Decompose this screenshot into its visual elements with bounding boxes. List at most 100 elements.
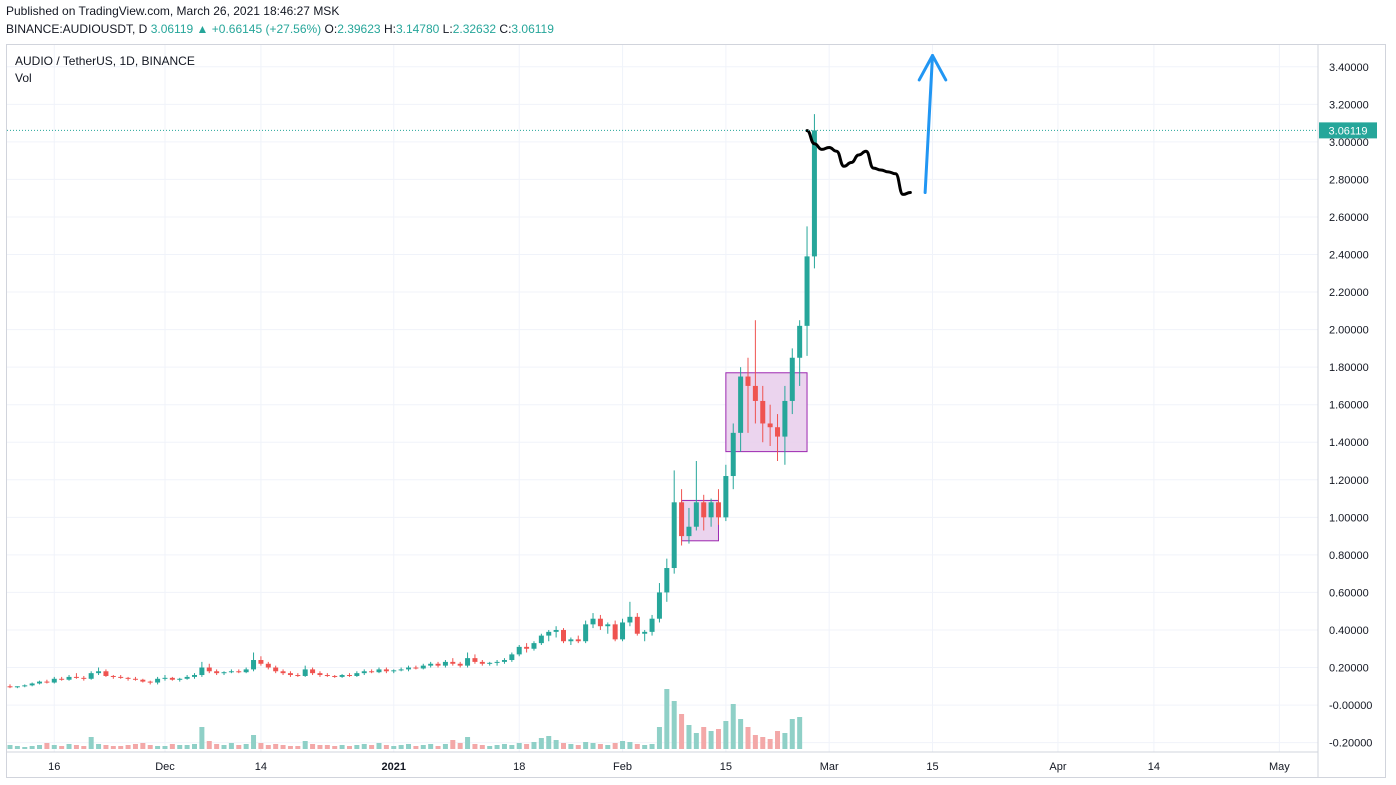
time-axis[interactable]: 16Dec14202118Feb15Mar15Apr14May17 — [48, 761, 1396, 773]
volume-bar — [51, 745, 57, 749]
volume-bar — [37, 745, 43, 749]
candle-body — [369, 671, 375, 673]
candle-body — [251, 660, 257, 670]
last-price-label: 3.06119 — [1329, 125, 1368, 137]
time-tick-label: 15 — [720, 761, 732, 773]
candle-body — [767, 423, 773, 428]
candle-body — [627, 616, 633, 623]
volume-bar — [96, 744, 102, 749]
volume-bar — [44, 743, 50, 749]
candle-body — [258, 660, 264, 664]
volume-bar — [140, 743, 146, 749]
candle-body — [228, 671, 234, 673]
candle-body — [346, 675, 352, 677]
candle-body — [310, 669, 316, 674]
volume-bar — [14, 746, 20, 749]
time-tick-label: Apr — [1049, 761, 1066, 773]
candle-body — [738, 376, 744, 433]
candle-body — [575, 639, 581, 642]
volume-bar — [450, 740, 456, 749]
volume-bar — [664, 689, 670, 749]
candle-body — [708, 502, 714, 518]
volume-bar — [649, 744, 655, 749]
price-tick-label: 2.20000 — [1329, 287, 1369, 299]
candle-body — [789, 357, 795, 401]
price-tick-label: 2.80000 — [1329, 174, 1369, 186]
forecast-drawings — [805, 54, 948, 196]
candle-body — [531, 643, 537, 649]
candle-body — [324, 675, 330, 677]
high-value: 3.14780 — [395, 22, 440, 36]
candle-body — [147, 681, 153, 683]
range-box — [725, 372, 808, 453]
candle-body — [118, 676, 124, 678]
candle-body — [509, 654, 515, 661]
volume-bar — [775, 731, 781, 749]
candle-body — [339, 675, 345, 677]
volume-bar — [295, 746, 301, 749]
symbol-ohlc-bar: BINANCE:AUDIOUSDT, D 3.06119 ▲ +0.66145 … — [6, 22, 554, 36]
candle-body — [155, 678, 161, 683]
candle-body — [287, 673, 293, 676]
price-tick-label: 2.60000 — [1329, 212, 1369, 224]
volume-bar — [465, 737, 471, 749]
volume-bar — [745, 727, 751, 749]
candle-body — [671, 502, 677, 569]
candle-body — [177, 678, 183, 680]
volume-bar — [398, 745, 404, 749]
candle-body — [236, 671, 242, 673]
volume-bar — [435, 746, 441, 749]
candle-body — [398, 669, 404, 671]
candle-body — [664, 568, 670, 593]
volume-bar — [177, 745, 183, 749]
candles — [7, 114, 817, 689]
price-tick-label: 1.20000 — [1329, 475, 1369, 487]
candle-body — [132, 678, 138, 680]
volume-bar — [214, 744, 220, 749]
volume-bar — [723, 721, 729, 749]
candle-body — [7, 686, 13, 688]
time-tick-label: 15 — [926, 761, 938, 773]
candle-body — [457, 663, 463, 666]
volume-bar — [110, 746, 116, 749]
volume-bar — [391, 746, 397, 749]
candle-body — [656, 592, 662, 619]
time-tick-label: 14 — [255, 761, 267, 773]
volume-bar — [376, 743, 382, 749]
volume-bar — [501, 744, 507, 749]
candle-body — [715, 502, 721, 518]
time-tick-label: Dec — [155, 761, 175, 773]
volume-bar — [752, 735, 758, 749]
candle-body — [192, 675, 197, 677]
volume-bars — [7, 689, 803, 749]
price-axis[interactable]: -0.20000 -0.00000 0.20000 0.40000 0.60000 0.8… — [7, 45, 1377, 777]
volume-bar — [730, 704, 736, 749]
volume-bar — [324, 745, 330, 749]
last-price-badge — [1319, 122, 1377, 139]
candle-body — [494, 661, 500, 663]
chart-frame[interactable] — [6, 44, 1386, 778]
price-tick-label: 0.20000 — [1329, 663, 1369, 675]
volume-bar — [273, 744, 279, 749]
candle-body — [37, 681, 43, 684]
candle-body — [723, 476, 729, 518]
volume-bar — [132, 744, 138, 749]
candle-body — [487, 662, 493, 664]
candle-body — [472, 658, 478, 662]
candle-body — [775, 427, 781, 437]
candle-body — [745, 376, 751, 386]
volume-bar — [317, 745, 323, 749]
candle-body — [96, 671, 102, 674]
candle-body — [811, 130, 817, 257]
volume-bar — [457, 743, 463, 749]
candle-body — [265, 663, 271, 668]
candle-body — [29, 683, 35, 686]
grid — [7, 45, 1318, 752]
price-tick-label: 3.40000 — [1329, 62, 1369, 74]
candle-body — [634, 616, 640, 634]
candle-body — [420, 665, 426, 669]
volume-bar — [147, 745, 153, 749]
volume-bar — [206, 741, 212, 749]
close-label: C: — [499, 22, 512, 36]
